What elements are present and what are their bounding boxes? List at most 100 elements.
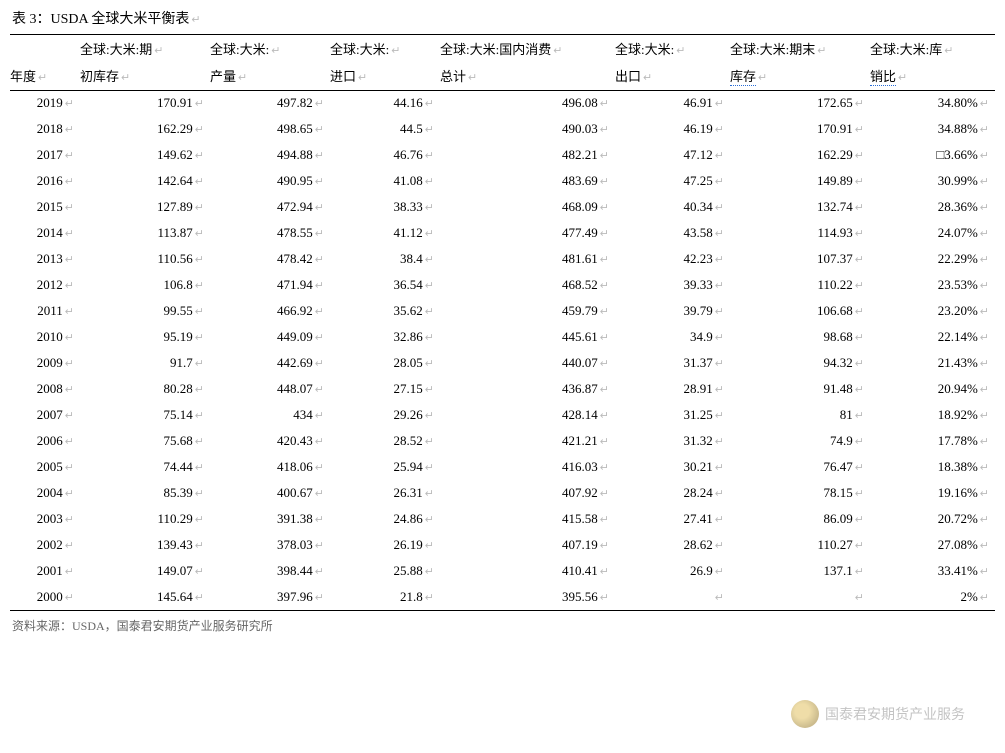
crlf-mark: ↵ [853, 306, 864, 318]
crlf-mark: ↵ [423, 384, 434, 396]
cell-c7: 18.92%↵ [870, 403, 995, 429]
cell-value: 114.93 [818, 225, 853, 240]
cell-c4: 459.79↵ [440, 299, 615, 325]
cell-c4: 468.52↵ [440, 273, 615, 299]
crlf-mark: ↵ [853, 488, 864, 500]
crlf-mark: ↵ [598, 280, 609, 292]
cell-c3: 41.08↵ [330, 169, 440, 195]
crlf-mark: ↵ [978, 98, 989, 110]
cell-value: 2000 [37, 589, 63, 604]
crlf-mark: ↵ [853, 592, 864, 604]
crlf-mark: ↵ [193, 254, 204, 266]
crlf-mark: ↵ [423, 306, 434, 318]
cell-value: 26.19 [394, 537, 423, 552]
table-row: 2001↵149.07↵398.44↵25.88↵410.41↵26.9↵137… [10, 559, 995, 585]
cell-value: 25.94 [394, 459, 423, 474]
cell-value: 421.21 [562, 433, 598, 448]
crlf-mark: ↵ [63, 410, 74, 422]
crlf-mark: ↵ [63, 150, 74, 162]
cell-c4: 410.41↵ [440, 559, 615, 585]
crlf-mark: ↵ [978, 280, 989, 292]
cell-c1: 75.14↵ [80, 403, 210, 429]
crlf-mark: ↵ [63, 202, 74, 214]
cell-c2: 442.69↵ [210, 351, 330, 377]
crlf-mark: ↵ [236, 72, 247, 84]
crlf-mark: ↵ [36, 72, 47, 84]
crlf-mark: ↵ [853, 150, 864, 162]
crlf-mark: ↵ [598, 332, 609, 344]
cell-value: 418.06 [277, 459, 313, 474]
cell-c1: 74.44↵ [80, 455, 210, 481]
cell-year: 2015↵ [10, 195, 80, 221]
cell-value: 40.34 [684, 199, 713, 214]
cell-year: 2013↵ [10, 247, 80, 273]
cell-value: 46.19 [684, 121, 713, 136]
cell-c4: 436.87↵ [440, 377, 615, 403]
cell-c1: 99.55↵ [80, 299, 210, 325]
cell-value: 2001 [37, 563, 63, 578]
crlf-mark: ↵ [853, 280, 864, 292]
cell-value: 407.92 [562, 485, 598, 500]
cell-value: 483.69 [562, 173, 598, 188]
header-cell-c7-line1: 全球:大米:库↵ [870, 35, 995, 63]
cell-c4: 496.08↵ [440, 91, 615, 117]
crlf-mark: ↵ [853, 176, 864, 188]
cell-c6: 78.15↵ [730, 481, 870, 507]
cell-c6: 170.91↵ [730, 117, 870, 143]
cell-c6: 94.32↵ [730, 351, 870, 377]
cell-year: 2009↵ [10, 351, 80, 377]
cell-value: 75.14 [164, 407, 193, 422]
crlf-mark: ↵ [313, 592, 324, 604]
cell-value: 20.72% [938, 511, 978, 526]
cell-value: 110.29 [158, 511, 193, 526]
header-cell-c2-line1: 全球:大米:↵ [210, 35, 330, 63]
cell-c6: 74.9↵ [730, 429, 870, 455]
crlf-mark: ↵ [193, 124, 204, 136]
cell-value: 442.69 [277, 355, 313, 370]
crlf-mark: ↵ [713, 306, 724, 318]
cell-value: 30.21 [684, 459, 713, 474]
crlf-mark: ↵ [713, 98, 724, 110]
cell-value: 35.62 [394, 303, 423, 318]
cell-c2: 391.38↵ [210, 507, 330, 533]
cell-value: 113.87 [158, 225, 193, 240]
cell-value: 466.92 [277, 303, 313, 318]
cell-year: 2016↵ [10, 169, 80, 195]
crlf-mark: ↵ [423, 176, 434, 188]
cell-value: 25.88 [394, 563, 423, 578]
cell-value: 22.29% [938, 251, 978, 266]
crlf-mark: ↵ [423, 514, 434, 526]
cell-c5: 46.91↵ [615, 91, 730, 117]
cell-value: 85.39 [164, 485, 193, 500]
crlf-mark: ↵ [713, 358, 724, 370]
header-row-2: 年度↵初库存↵产量↵进口↵总计↵出口↵库存↵销比↵ [10, 62, 995, 91]
cell-year: 2006↵ [10, 429, 80, 455]
cell-c1: 149.62↵ [80, 143, 210, 169]
cell-value: 32.86 [394, 329, 423, 344]
cell-value: 38.4 [400, 251, 423, 266]
cell-value: 27.15 [394, 381, 423, 396]
cell-c1: 106.8↵ [80, 273, 210, 299]
cell-value: 440.07 [562, 355, 598, 370]
cell-c3: 35.62↵ [330, 299, 440, 325]
crlf-mark: ↵ [269, 45, 280, 57]
cell-c3: 38.4↵ [330, 247, 440, 273]
header-cell-c3-line1: 全球:大米:↵ [330, 35, 440, 63]
cell-c3: 28.05↵ [330, 351, 440, 377]
header-text: 全球:大米:库 [870, 42, 942, 57]
table-row: 2002↵139.43↵378.03↵26.19↵407.19↵28.62↵11… [10, 533, 995, 559]
crlf-mark: ↵ [978, 228, 989, 240]
cell-year: 2003↵ [10, 507, 80, 533]
cell-value: 28.05 [394, 355, 423, 370]
cell-value: 23.20% [938, 303, 978, 318]
crlf-mark: ↵ [978, 176, 989, 188]
cell-year: 2008↵ [10, 377, 80, 403]
crlf-mark: ↵ [713, 228, 724, 240]
cell-c2: 420.43↵ [210, 429, 330, 455]
header-cell-c5-line2: 出口↵ [615, 62, 730, 91]
crlf-mark: ↵ [978, 124, 989, 136]
crlf-mark: ↵ [713, 514, 724, 526]
cell-value: 2019 [37, 95, 63, 110]
cell-c5: 46.19↵ [615, 117, 730, 143]
table-row: 2004↵85.39↵400.67↵26.31↵407.92↵28.24↵78.… [10, 481, 995, 507]
